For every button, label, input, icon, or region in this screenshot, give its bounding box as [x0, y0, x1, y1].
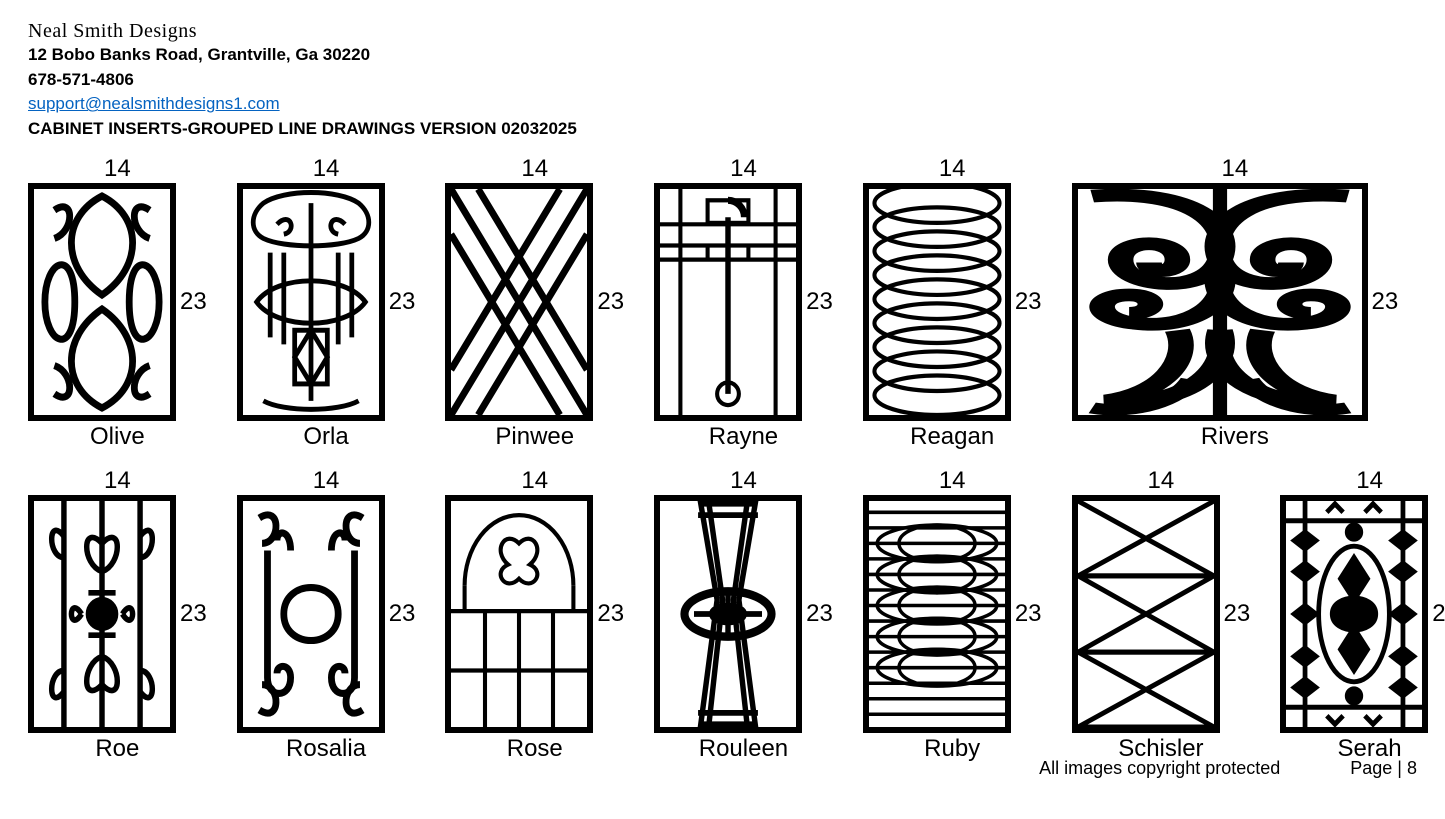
- width-label: 14: [939, 469, 966, 493]
- width-label: 14: [521, 469, 548, 493]
- design-panel: [237, 183, 385, 421]
- catalog-item: 14 23 Rose: [445, 469, 624, 763]
- design-panel: [28, 495, 176, 733]
- catalog-grid: 14 23 Olive 14: [28, 157, 1417, 763]
- design-name: Rayne: [709, 423, 778, 451]
- design-name: Rivers: [1201, 423, 1269, 451]
- design-panel: [1072, 183, 1368, 421]
- catalog-item: 14 23 Reagan: [863, 157, 1042, 451]
- catalog-item: 14 23 Schisler: [1072, 469, 1251, 763]
- width-label: 14: [313, 157, 340, 181]
- height-label: 23: [1372, 288, 1399, 316]
- catalog-item: 14 23 Roe: [28, 469, 207, 763]
- catalog-row-1: 14 23 Olive 14: [28, 157, 1417, 451]
- document-title: CABINET INSERTS-GROUPED LINE DRAWINGS VE…: [28, 119, 1417, 139]
- design-panel: [863, 183, 1011, 421]
- width-label: 14: [313, 469, 340, 493]
- design-panel: [654, 495, 802, 733]
- width-label: 14: [1148, 469, 1175, 493]
- design-panel: [237, 495, 385, 733]
- design-name: Olive: [90, 423, 145, 451]
- catalog-item: 14 23 Pinwee: [445, 157, 624, 451]
- height-label: 23: [597, 600, 624, 628]
- catalog-item: 14 23 Rayne: [654, 157, 833, 451]
- catalog-item: 14 23 Serah: [1280, 469, 1445, 763]
- design-panel: [445, 495, 593, 733]
- height-label: 23: [597, 288, 624, 316]
- height-label: 23: [806, 600, 833, 628]
- design-panel: [1072, 495, 1220, 733]
- catalog-item: 14 23 Rosalia: [237, 469, 416, 763]
- catalog-row-2: 14 23 Roe 14 23: [28, 469, 1417, 763]
- phone-line: 678-571-4806: [28, 68, 1417, 93]
- design-name: Pinwee: [495, 423, 574, 451]
- catalog-item: 14 23 Rouleen: [654, 469, 833, 763]
- design-panel: [654, 183, 802, 421]
- height-label: 23: [389, 288, 416, 316]
- copyright-text: All images copyright protected: [1039, 758, 1280, 779]
- design-panel: [445, 183, 593, 421]
- address-line: 12 Bobo Banks Road, Grantville, Ga 30220: [28, 43, 1417, 68]
- email-link[interactable]: support@nealsmithdesigns1.com: [28, 94, 280, 113]
- width-label: 14: [1356, 469, 1383, 493]
- width-label: 14: [730, 157, 757, 181]
- design-panel: [28, 183, 176, 421]
- catalog-item: 14 23 Ruby: [863, 469, 1042, 763]
- design-name: Orla: [303, 423, 348, 451]
- catalog-item: 14 23 Orla: [237, 157, 416, 451]
- width-label: 14: [104, 469, 131, 493]
- design-panel: [1280, 495, 1428, 733]
- catalog-item: 14 23 Olive: [28, 157, 207, 451]
- height-label: 23: [1224, 600, 1251, 628]
- document-header: Neal Smith Designs 12 Bobo Banks Road, G…: [28, 20, 1417, 139]
- width-label: 14: [939, 157, 966, 181]
- height-label: 23: [806, 288, 833, 316]
- page-number: Page | 8: [1350, 758, 1417, 779]
- height-label: 23: [1015, 288, 1042, 316]
- height-label: 23: [389, 600, 416, 628]
- page-footer: All images copyright protected Page | 8: [28, 758, 1417, 779]
- height-label: 23: [180, 600, 207, 628]
- height-label: 23: [1432, 600, 1445, 628]
- width-label: 14: [1222, 157, 1249, 181]
- width-label: 14: [521, 157, 548, 181]
- design-name: Reagan: [910, 423, 994, 451]
- height-label: 23: [1015, 600, 1042, 628]
- company-name: Neal Smith Designs: [28, 20, 1417, 43]
- width-label: 14: [104, 157, 131, 181]
- width-label: 14: [730, 469, 757, 493]
- catalog-item: 14 23 Rivers: [1072, 157, 1399, 451]
- design-panel: [863, 495, 1011, 733]
- height-label: 23: [180, 288, 207, 316]
